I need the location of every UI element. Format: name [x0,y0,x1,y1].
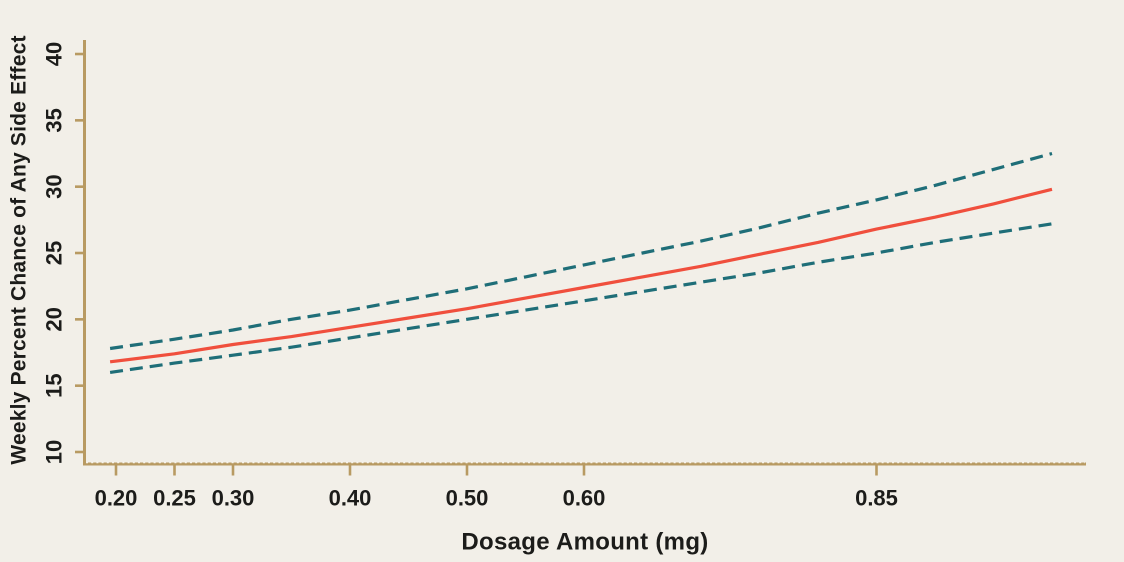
y-tick-label: 35 [42,108,67,132]
y-tick-label: 20 [42,307,67,331]
lower-confidence-bound-line [109,222,1053,374]
y-tick-label: 40 [42,42,67,66]
y-tick-label: 15 [42,373,67,397]
x-tick-label: 0.60 [563,486,606,511]
y-tick-label: 10 [42,440,67,464]
data-series [109,151,1053,374]
y-tick-label: 25 [42,241,67,265]
x-tick-label: 0.85 [855,486,898,511]
x-tick-label: 0.50 [446,486,489,511]
y-axis-title: Weekly Percent Chance of Any Side Effect [8,35,31,464]
upper-confidence-bound-line [109,151,1053,351]
x-tick-label: 0.25 [153,486,196,511]
x-tick-label: 0.30 [212,486,255,511]
y-tick-label: 30 [42,174,67,198]
x-axis-title: Dosage Amount (mg) [461,529,708,556]
estimate-line [109,187,1053,364]
y-axis-ticks: 10 15 20 25 30 35 40 [42,42,85,464]
x-axis-ticks: 0.20 0.25 0.30 0.40 0.50 0.60 0.85 [95,465,898,511]
x-tick-label: 0.20 [95,486,138,511]
x-tick-label: 0.40 [329,486,372,511]
